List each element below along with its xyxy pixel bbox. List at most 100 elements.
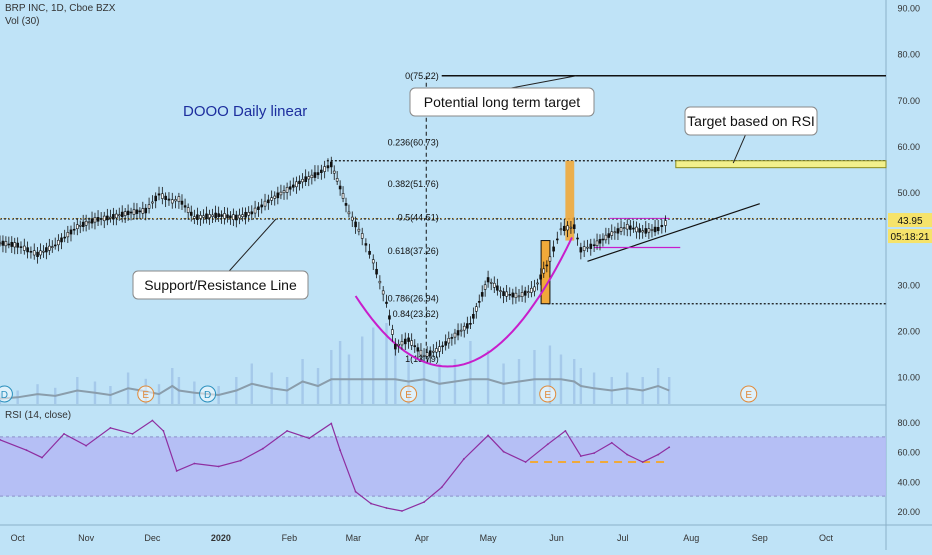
candle[interactable] <box>641 230 644 233</box>
candle[interactable] <box>444 341 447 346</box>
candle[interactable] <box>247 212 250 216</box>
candle[interactable] <box>462 325 466 331</box>
candle[interactable] <box>619 227 623 232</box>
candle[interactable] <box>598 239 602 244</box>
candle[interactable] <box>276 192 280 199</box>
chart-title[interactable]: DOOO Daily linear <box>183 103 307 120</box>
candle[interactable] <box>298 180 301 185</box>
candle[interactable] <box>257 206 260 210</box>
candle[interactable] <box>368 250 371 255</box>
candle[interactable] <box>394 343 397 350</box>
candle[interactable] <box>4 241 8 247</box>
candle[interactable] <box>555 238 559 241</box>
candle[interactable] <box>341 193 345 199</box>
candle[interactable] <box>489 282 493 284</box>
ascending-trendline[interactable] <box>587 203 760 262</box>
candle[interactable] <box>629 225 632 230</box>
candle[interactable] <box>69 229 73 235</box>
candle[interactable] <box>220 214 223 217</box>
cup-curve[interactable] <box>354 236 573 368</box>
candle[interactable] <box>177 196 181 202</box>
candle[interactable] <box>385 301 388 304</box>
candle[interactable] <box>635 226 638 233</box>
candle[interactable] <box>1 240 5 246</box>
candle[interactable] <box>582 246 586 251</box>
fib-level-label[interactable]: 0.236(60.73) <box>388 138 439 148</box>
candle[interactable] <box>26 247 29 253</box>
candle[interactable] <box>164 195 167 200</box>
candle[interactable] <box>253 207 257 214</box>
candle[interactable] <box>533 286 536 292</box>
candle[interactable] <box>422 355 426 357</box>
candle[interactable] <box>235 214 238 221</box>
candle[interactable] <box>419 349 423 356</box>
candle[interactable] <box>505 291 508 297</box>
candle[interactable] <box>360 233 364 239</box>
candle[interactable] <box>511 292 515 298</box>
earnings-marker[interactable] <box>740 385 758 403</box>
candle[interactable] <box>562 225 566 231</box>
candle[interactable] <box>391 329 394 335</box>
candle[interactable] <box>559 228 563 231</box>
candle[interactable] <box>416 347 420 352</box>
candle[interactable] <box>344 203 348 206</box>
candle[interactable] <box>132 209 136 215</box>
candle[interactable] <box>120 211 124 218</box>
candle[interactable] <box>514 292 518 298</box>
rsi-target-callout-box[interactable] <box>684 106 818 136</box>
candle[interactable] <box>403 338 407 345</box>
candle[interactable] <box>410 340 413 346</box>
candle[interactable] <box>622 227 626 229</box>
candle[interactable] <box>60 237 63 243</box>
candle[interactable] <box>364 243 368 246</box>
candle[interactable] <box>63 236 66 239</box>
price-candles[interactable] <box>0 156 667 363</box>
candle[interactable] <box>425 352 429 357</box>
candle[interactable] <box>138 210 142 213</box>
candle[interactable] <box>112 214 115 220</box>
candle[interactable] <box>53 244 57 247</box>
candle[interactable] <box>180 200 184 205</box>
candle[interactable] <box>229 215 232 218</box>
candle[interactable] <box>447 338 451 344</box>
symbol-title[interactable]: BRP INC, 1D, Cboe BZX <box>5 3 116 14</box>
candle[interactable] <box>653 226 657 233</box>
candle[interactable] <box>291 184 295 188</box>
fib-level-label[interactable]: 0.786(26.94) <box>388 293 439 303</box>
candle[interactable] <box>126 210 130 216</box>
candle[interactable] <box>453 332 457 338</box>
candle[interactable] <box>441 345 444 348</box>
candle[interactable] <box>75 224 79 230</box>
candle[interactable] <box>135 209 139 214</box>
candle[interactable] <box>81 221 85 227</box>
candle[interactable] <box>250 211 254 215</box>
candle[interactable] <box>407 337 410 342</box>
candle[interactable] <box>29 250 33 253</box>
candle[interactable] <box>566 225 569 231</box>
candle[interactable] <box>496 285 499 291</box>
candle[interactable] <box>586 246 589 249</box>
candle[interactable] <box>36 251 39 257</box>
measure-box-lower[interactable] <box>540 240 551 305</box>
fib-level-label[interactable]: 1(13.79) <box>405 354 439 364</box>
candle[interactable] <box>589 243 593 249</box>
candle[interactable] <box>32 250 36 256</box>
candle[interactable] <box>530 287 533 293</box>
rsi-target-callout-text[interactable]: Target based on RSI <box>687 113 815 129</box>
candle[interactable] <box>174 199 177 202</box>
candle[interactable] <box>413 345 417 348</box>
candle[interactable] <box>66 232 70 238</box>
candle[interactable] <box>7 243 11 246</box>
candle[interactable] <box>109 216 112 219</box>
candle[interactable] <box>144 207 148 214</box>
candle[interactable] <box>193 216 196 219</box>
fib-level-label[interactable]: 0.84(23.62) <box>393 309 439 319</box>
earnings-marker[interactable] <box>539 385 557 403</box>
candle[interactable] <box>13 242 17 248</box>
candle[interactable] <box>508 294 512 296</box>
candle[interactable] <box>520 292 524 297</box>
candle[interactable] <box>147 204 151 209</box>
candle[interactable] <box>106 215 109 221</box>
candle[interactable] <box>536 282 539 285</box>
